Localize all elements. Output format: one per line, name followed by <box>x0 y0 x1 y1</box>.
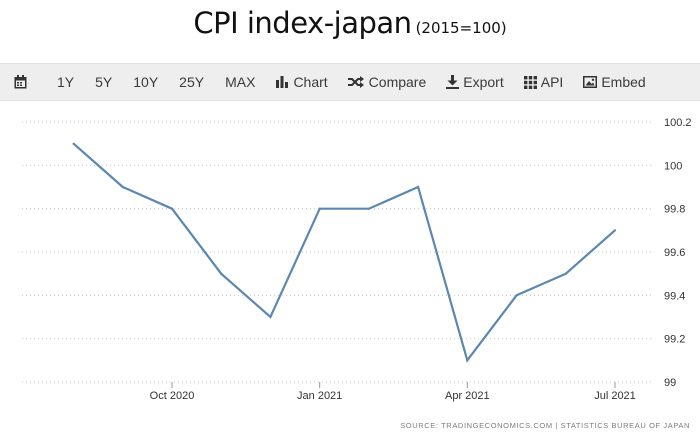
export-button-label: Export <box>463 74 504 90</box>
calendar-icon <box>14 75 27 89</box>
x-tick-label: Jul 2021 <box>594 390 636 402</box>
data-point <box>417 185 420 189</box>
embed-button[interactable]: Embed <box>583 64 646 100</box>
data-point <box>564 272 567 275</box>
source-note: SOURCE: TRADINGECONOMICS.COM | STATISTIC… <box>400 421 690 430</box>
compare-button-label: Compare <box>368 74 427 90</box>
chart-title-subtitle: (2015=100) <box>415 19 507 37</box>
x-tick-label: Oct 2020 <box>150 390 195 402</box>
y-tick-label: 100 <box>664 160 682 172</box>
api-button-label: API <box>540 74 564 90</box>
y-tick-label: 99.4 <box>664 290 685 302</box>
y-tick-label: 99 <box>664 377 676 389</box>
range-5y-button[interactable]: 5Y <box>95 74 113 90</box>
api-button[interactable]: API <box>523 64 564 100</box>
shuffle-icon <box>347 76 365 88</box>
chart-title: CPI index-japan (2015=100) <box>0 0 700 48</box>
grid-icon <box>523 75 537 89</box>
range-1y-button[interactable]: 1Y <box>57 74 75 90</box>
range-max-button[interactable]: MAX <box>225 74 256 90</box>
y-tick-label: 100.2 <box>664 117 692 129</box>
y-tick-label: 99.8 <box>664 204 685 216</box>
calendar-button[interactable] <box>14 64 31 100</box>
data-point <box>515 294 518 297</box>
y-tick-label: 99.2 <box>664 334 685 346</box>
chart-title-main: CPI index-japan <box>193 6 412 40</box>
data-point <box>170 207 174 210</box>
image-icon <box>583 76 598 88</box>
range-10y-button[interactable]: 10Y <box>133 74 159 90</box>
chart-button-label: Chart <box>293 74 328 90</box>
embed-button-label: Embed <box>601 74 646 90</box>
download-icon <box>446 75 460 89</box>
series-line <box>72 142 616 363</box>
y-tick-label: 99.6 <box>664 247 685 259</box>
bar-chart-icon <box>276 76 289 88</box>
range-25y-button[interactable]: 25Y <box>179 74 205 90</box>
data-point <box>367 207 370 210</box>
compare-button[interactable]: Compare <box>347 64 427 100</box>
chart-area: 99 99.2 99.4 99.6 99.8 100 100.2 Oct 2020 Jan 20… <box>0 102 700 435</box>
data-point <box>613 229 617 232</box>
x-tick-label: Jan 2021 <box>297 390 342 402</box>
data-point <box>220 272 223 275</box>
line-chart: 99 99.2 99.4 99.6 99.8 100 100.2 Oct 2020 Jan 20… <box>22 117 692 430</box>
data-point <box>466 359 469 362</box>
chart-button[interactable]: Chart <box>276 64 328 100</box>
export-button[interactable]: Export <box>446 64 504 100</box>
data-point <box>72 142 75 145</box>
data-point <box>269 315 272 319</box>
data-point <box>121 185 124 189</box>
chart-toolbar: 1Y 5Y 10Y 25Y MAX Chart Compare <box>0 63 700 101</box>
x-tick-label: Apr 2021 <box>445 390 490 402</box>
data-point <box>318 207 321 210</box>
